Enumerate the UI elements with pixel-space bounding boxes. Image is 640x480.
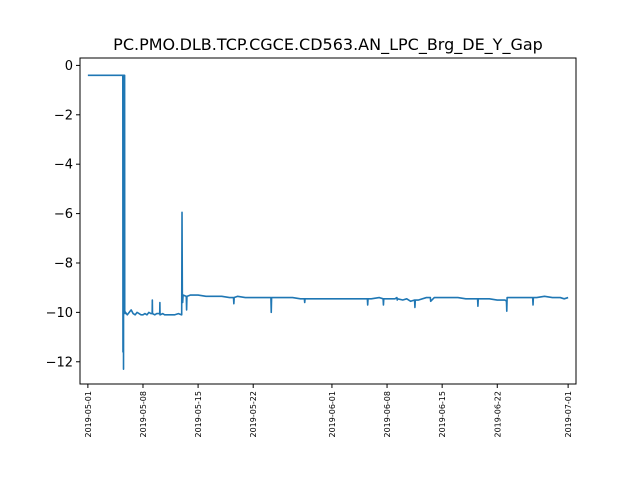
y-tick-label: −12 <box>46 355 73 370</box>
x-tick-label: 2019-05-08 <box>139 391 148 438</box>
x-tick-label: 2019-05-01 <box>84 391 93 438</box>
x-tick-label: 2019-06-01 <box>328 391 337 438</box>
y-axis: 0 −2 −4 −6 −8 −10 −12 <box>46 59 80 370</box>
x-tick-label: 2019-06-15 <box>438 391 447 438</box>
x-tick-label: 2019-05-15 <box>194 391 203 438</box>
x-axis: 2019-05-01 2019-05-08 2019-05-15 2019-05-22… <box>84 384 573 438</box>
series-layer <box>87 74 569 370</box>
chart-title: PC.PMO.DLB.TCP.CGCE.CD563.AN_LPC_Brg_DE_… <box>113 35 543 55</box>
x-tick-label: 2019-05-22 <box>249 391 258 438</box>
series-line-0 <box>87 74 569 370</box>
y-tick-label: 0 <box>65 59 73 74</box>
x-tick-label: 2019-07-01 <box>564 391 573 438</box>
y-tick-label: −2 <box>54 108 73 123</box>
y-tick-label: −8 <box>54 256 73 271</box>
y-tick-label: −6 <box>54 207 73 222</box>
y-tick-label: −10 <box>46 306 73 321</box>
x-tick-label: 2019-06-22 <box>493 391 502 438</box>
y-tick-label: −4 <box>54 158 73 173</box>
plot-frame <box>79 57 577 385</box>
x-tick-label: 2019-06-08 <box>383 391 392 438</box>
